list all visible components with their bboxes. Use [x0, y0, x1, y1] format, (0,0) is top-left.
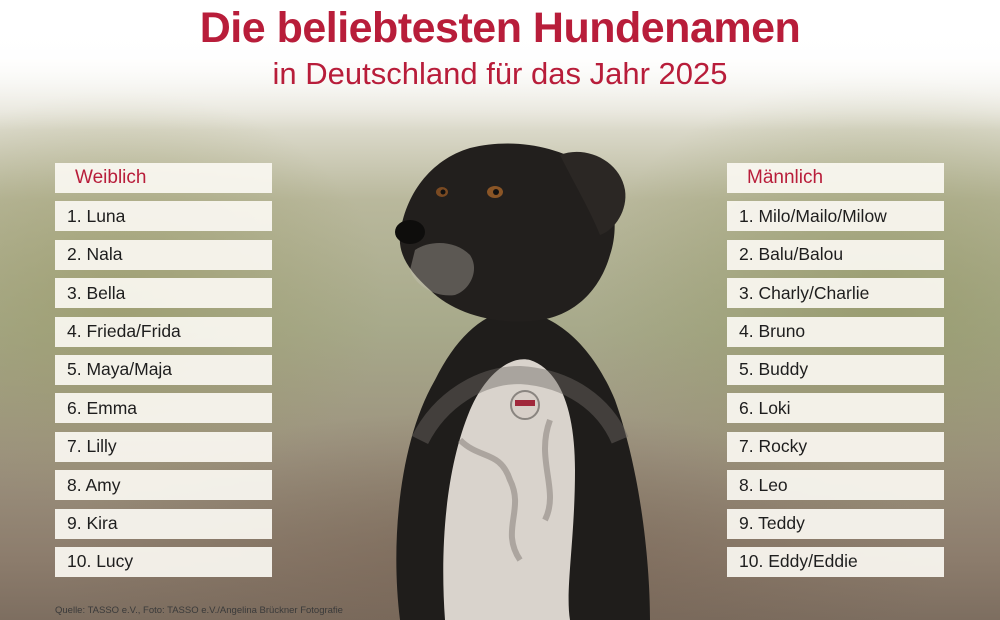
female-header: Weiblich	[55, 163, 272, 193]
female-name-item: 10. Lucy	[55, 546, 272, 577]
male-name-item: 3. Charly/Charlie	[727, 278, 944, 309]
female-names-column: Weiblich 1. Luna 2. Nala 3. Bella 4. Fri…	[55, 163, 272, 585]
source-credit: Quelle: TASSO e.V., Foto: TASSO e.V./Ang…	[55, 605, 343, 616]
female-name-item: 1. Luna	[55, 201, 272, 232]
male-name-item: 8. Leo	[727, 470, 944, 501]
male-name-item: 4. Bruno	[727, 316, 944, 347]
male-name-item: 1. Milo/Mailo/Milow	[727, 201, 944, 232]
male-name-item: 9. Teddy	[727, 508, 944, 539]
male-name-item: 2. Balu/Balou	[727, 239, 944, 270]
female-name-item: 4. Frieda/Frida	[55, 316, 272, 347]
male-names-column: Männlich 1. Milo/Mailo/Milow 2. Balu/Bal…	[727, 163, 944, 585]
female-name-item: 6. Emma	[55, 393, 272, 424]
female-name-item: 5. Maya/Maja	[55, 354, 272, 385]
male-header: Männlich	[727, 163, 944, 193]
female-name-item: 2. Nala	[55, 239, 272, 270]
page-subtitle: in Deutschland für das Jahr 2025	[272, 56, 728, 91]
female-name-item: 8. Amy	[55, 470, 272, 501]
male-name-item: 5. Buddy	[727, 354, 944, 385]
female-name-item: 7. Lilly	[55, 431, 272, 462]
male-name-item: 10. Eddy/Eddie	[727, 546, 944, 577]
male-name-item: 6. Loki	[727, 393, 944, 424]
dog-photo	[395, 143, 650, 620]
male-name-item: 7. Rocky	[727, 431, 944, 462]
female-name-item: 9. Kira	[55, 508, 272, 539]
female-name-item: 3. Bella	[55, 278, 272, 309]
page-title: Die beliebtesten Hundenamen	[199, 4, 801, 52]
header-fade	[0, 0, 1000, 130]
